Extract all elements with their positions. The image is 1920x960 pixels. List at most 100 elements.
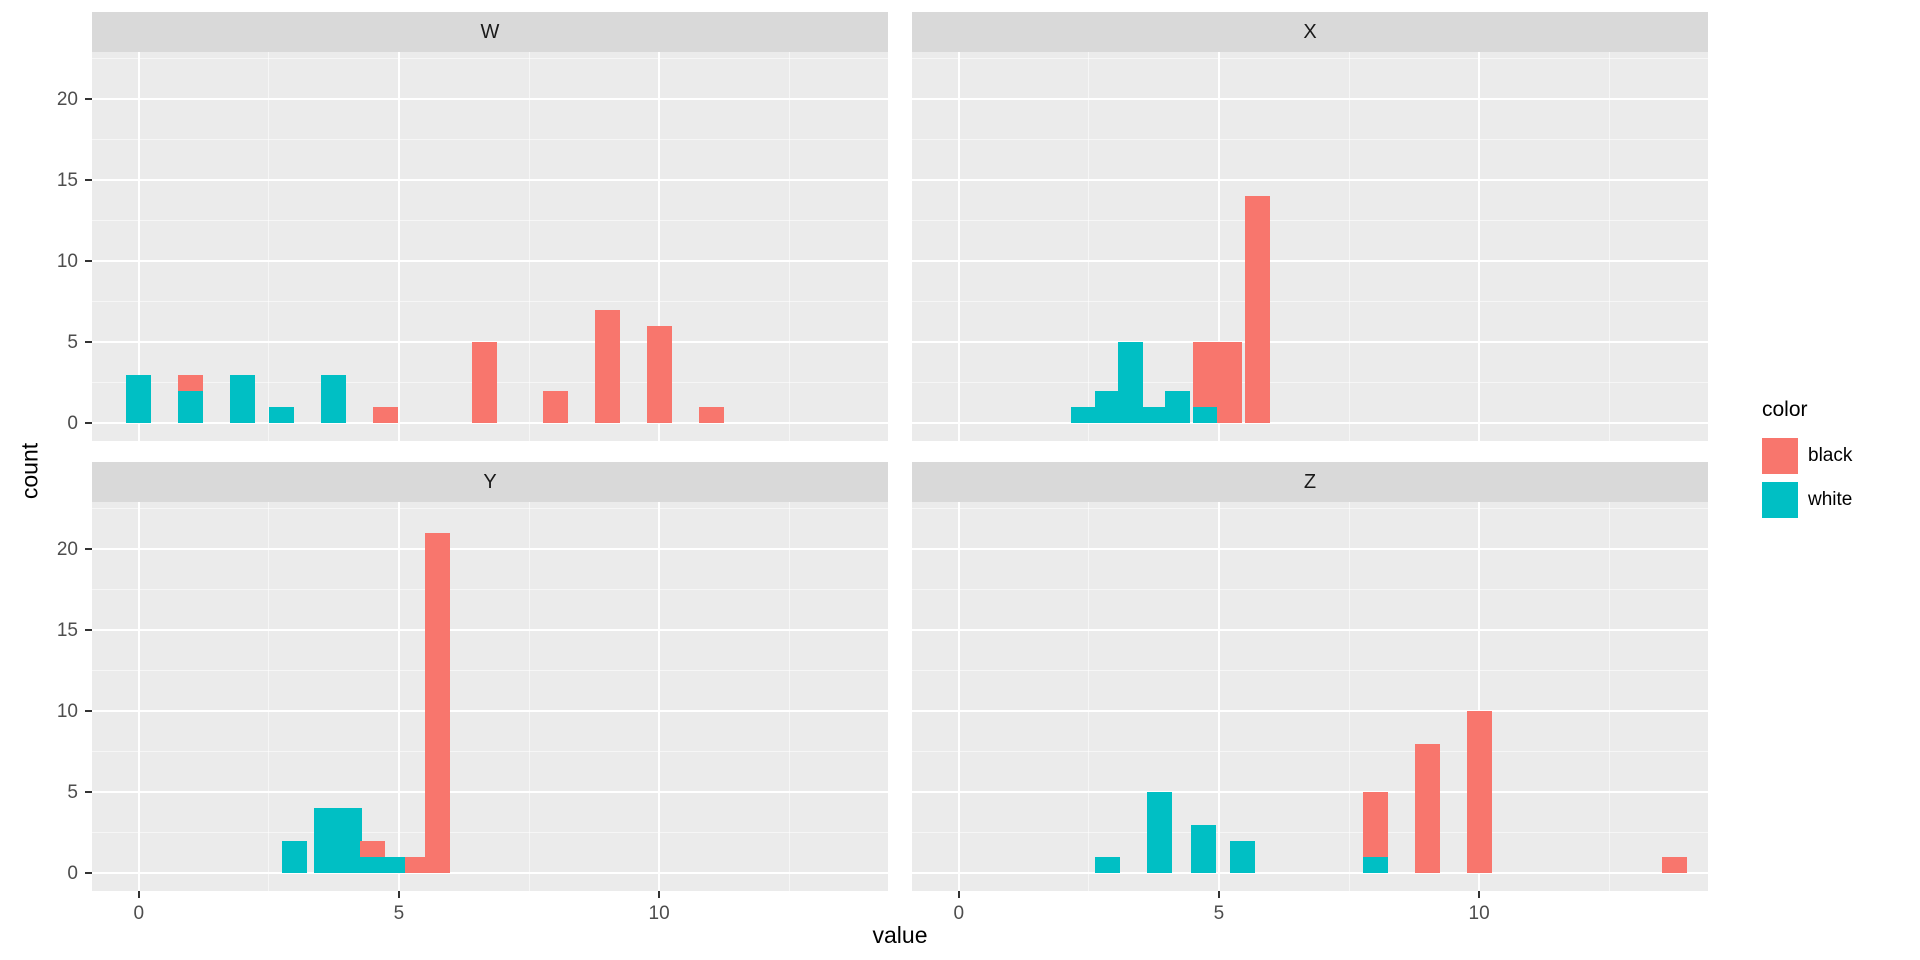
grid-major-y [912, 872, 1708, 875]
grid-major-x [397, 502, 400, 891]
grid-minor-y [92, 670, 888, 672]
grid-minor-y [912, 670, 1708, 672]
facet-label: Y [483, 470, 497, 493]
grid-major-y [92, 260, 888, 263]
grid-major-x [137, 52, 140, 441]
histogram-bar-white [383, 856, 409, 874]
histogram-bar-black [594, 309, 620, 424]
y-axis-tick-mark [85, 341, 92, 344]
facet-strip-top-left: W [92, 12, 888, 52]
histogram-bar-white [1164, 390, 1190, 424]
y-axis-tick-mark [85, 98, 92, 100]
grid-minor-x [1348, 502, 1350, 891]
grid-minor-y [92, 507, 888, 509]
histogram-bar-white [282, 840, 308, 874]
facet-panel-bottom-left [92, 502, 888, 891]
grid-major-y [912, 710, 1708, 713]
x-axis-tick-mark [658, 891, 661, 898]
grid-minor-y [912, 832, 1708, 834]
grid-major-y [92, 629, 888, 632]
y-axis-tick-label: 10 [56, 251, 78, 273]
histogram-bar-white [1141, 406, 1167, 424]
x-axis-tick-label: 0 [133, 903, 145, 924]
grid-major-y [92, 872, 888, 875]
grid-major-y [92, 179, 888, 182]
grid-minor-x [788, 52, 790, 441]
legend: color black white [1762, 398, 1852, 526]
legend-entry-black: black [1762, 438, 1852, 474]
histogram-bar-white [178, 390, 204, 424]
x-axis-tick-label: 5 [1213, 903, 1225, 924]
legend-swatch-white-icon [1762, 482, 1798, 518]
facet-label: X [1303, 20, 1317, 43]
histogram-bar-white [337, 808, 362, 874]
facet-strip-top-right: X [912, 12, 1708, 52]
histogram-bar-black [1216, 342, 1242, 424]
histogram-bar-black [425, 532, 451, 874]
histogram-bar-white [230, 374, 256, 424]
histogram-bar-white [321, 374, 347, 424]
histogram-bar-white [1094, 856, 1120, 874]
histogram-bar-black [1661, 856, 1687, 874]
x-axis-tick-mark [1478, 891, 1481, 898]
histogram-bar-black [542, 390, 568, 424]
x-axis-tick-label: 10 [648, 903, 670, 924]
grid-minor-y [92, 832, 888, 834]
grid-minor-y [912, 301, 1708, 303]
grid-minor-y [912, 57, 1708, 59]
grid-minor-x [1348, 52, 1350, 441]
y-axis-tick-label: 0 [67, 863, 78, 885]
histogram-bar-black [1362, 792, 1388, 857]
grid-major-y [912, 179, 1708, 182]
grid-major-x [397, 52, 400, 441]
grid-minor-y [912, 751, 1708, 753]
grid-minor-x [528, 502, 530, 891]
grid-minor-x [1608, 52, 1610, 441]
grid-minor-y [92, 301, 888, 303]
histogram-bar-white [269, 406, 295, 424]
grid-major-x [957, 52, 960, 441]
y-axis-tick-mark [85, 791, 92, 794]
facet-strip-bottom-right: Z [912, 462, 1708, 502]
grid-minor-x [1088, 502, 1090, 891]
legend-label-black: black [1808, 445, 1853, 466]
x-axis-tick-mark [137, 891, 140, 898]
grid-minor-y [92, 589, 888, 591]
y-axis-tick-label: 5 [67, 782, 78, 804]
grid-major-x [137, 502, 140, 891]
histogram-bar-black [178, 374, 204, 391]
histogram-bar-black [1245, 196, 1271, 424]
y-axis-tick-label: 15 [56, 620, 78, 642]
grid-major-x [1217, 52, 1220, 441]
grid-major-y [912, 260, 1708, 263]
histogram-bar-white [1118, 342, 1143, 424]
grid-major-x [1217, 502, 1220, 891]
y-axis-tick-mark [85, 260, 92, 263]
grid-minor-y [912, 139, 1708, 141]
x-axis-tick-label: 0 [953, 903, 965, 924]
histogram-bar-white [1362, 856, 1388, 874]
facet-panel-top-right [912, 52, 1708, 441]
grid-major-y [92, 422, 888, 425]
grid-major-y [912, 341, 1708, 344]
x-axis-title: value [872, 922, 928, 948]
x-axis-tick-label: 10 [1468, 903, 1490, 924]
histogram-bar-black [698, 406, 724, 424]
grid-minor-y [92, 57, 888, 59]
grid-minor-x [1088, 52, 1090, 441]
y-axis-tick-mark [85, 710, 92, 713]
histogram-bar-black [1193, 342, 1219, 407]
facet-label: W [480, 20, 500, 43]
y-axis-tick-mark [85, 548, 92, 550]
x-axis-tick-mark [957, 891, 960, 898]
histogram-bar-white [313, 808, 339, 874]
histogram-bar-black [472, 342, 498, 424]
y-axis-tick-mark [85, 872, 92, 875]
grid-minor-x [1608, 502, 1610, 891]
histogram-bar-white [126, 374, 152, 424]
grid-major-x [1478, 502, 1481, 891]
grid-minor-x [268, 502, 270, 891]
facet-panel-bottom-right [912, 502, 1708, 891]
histogram-bar-white [1094, 390, 1120, 424]
